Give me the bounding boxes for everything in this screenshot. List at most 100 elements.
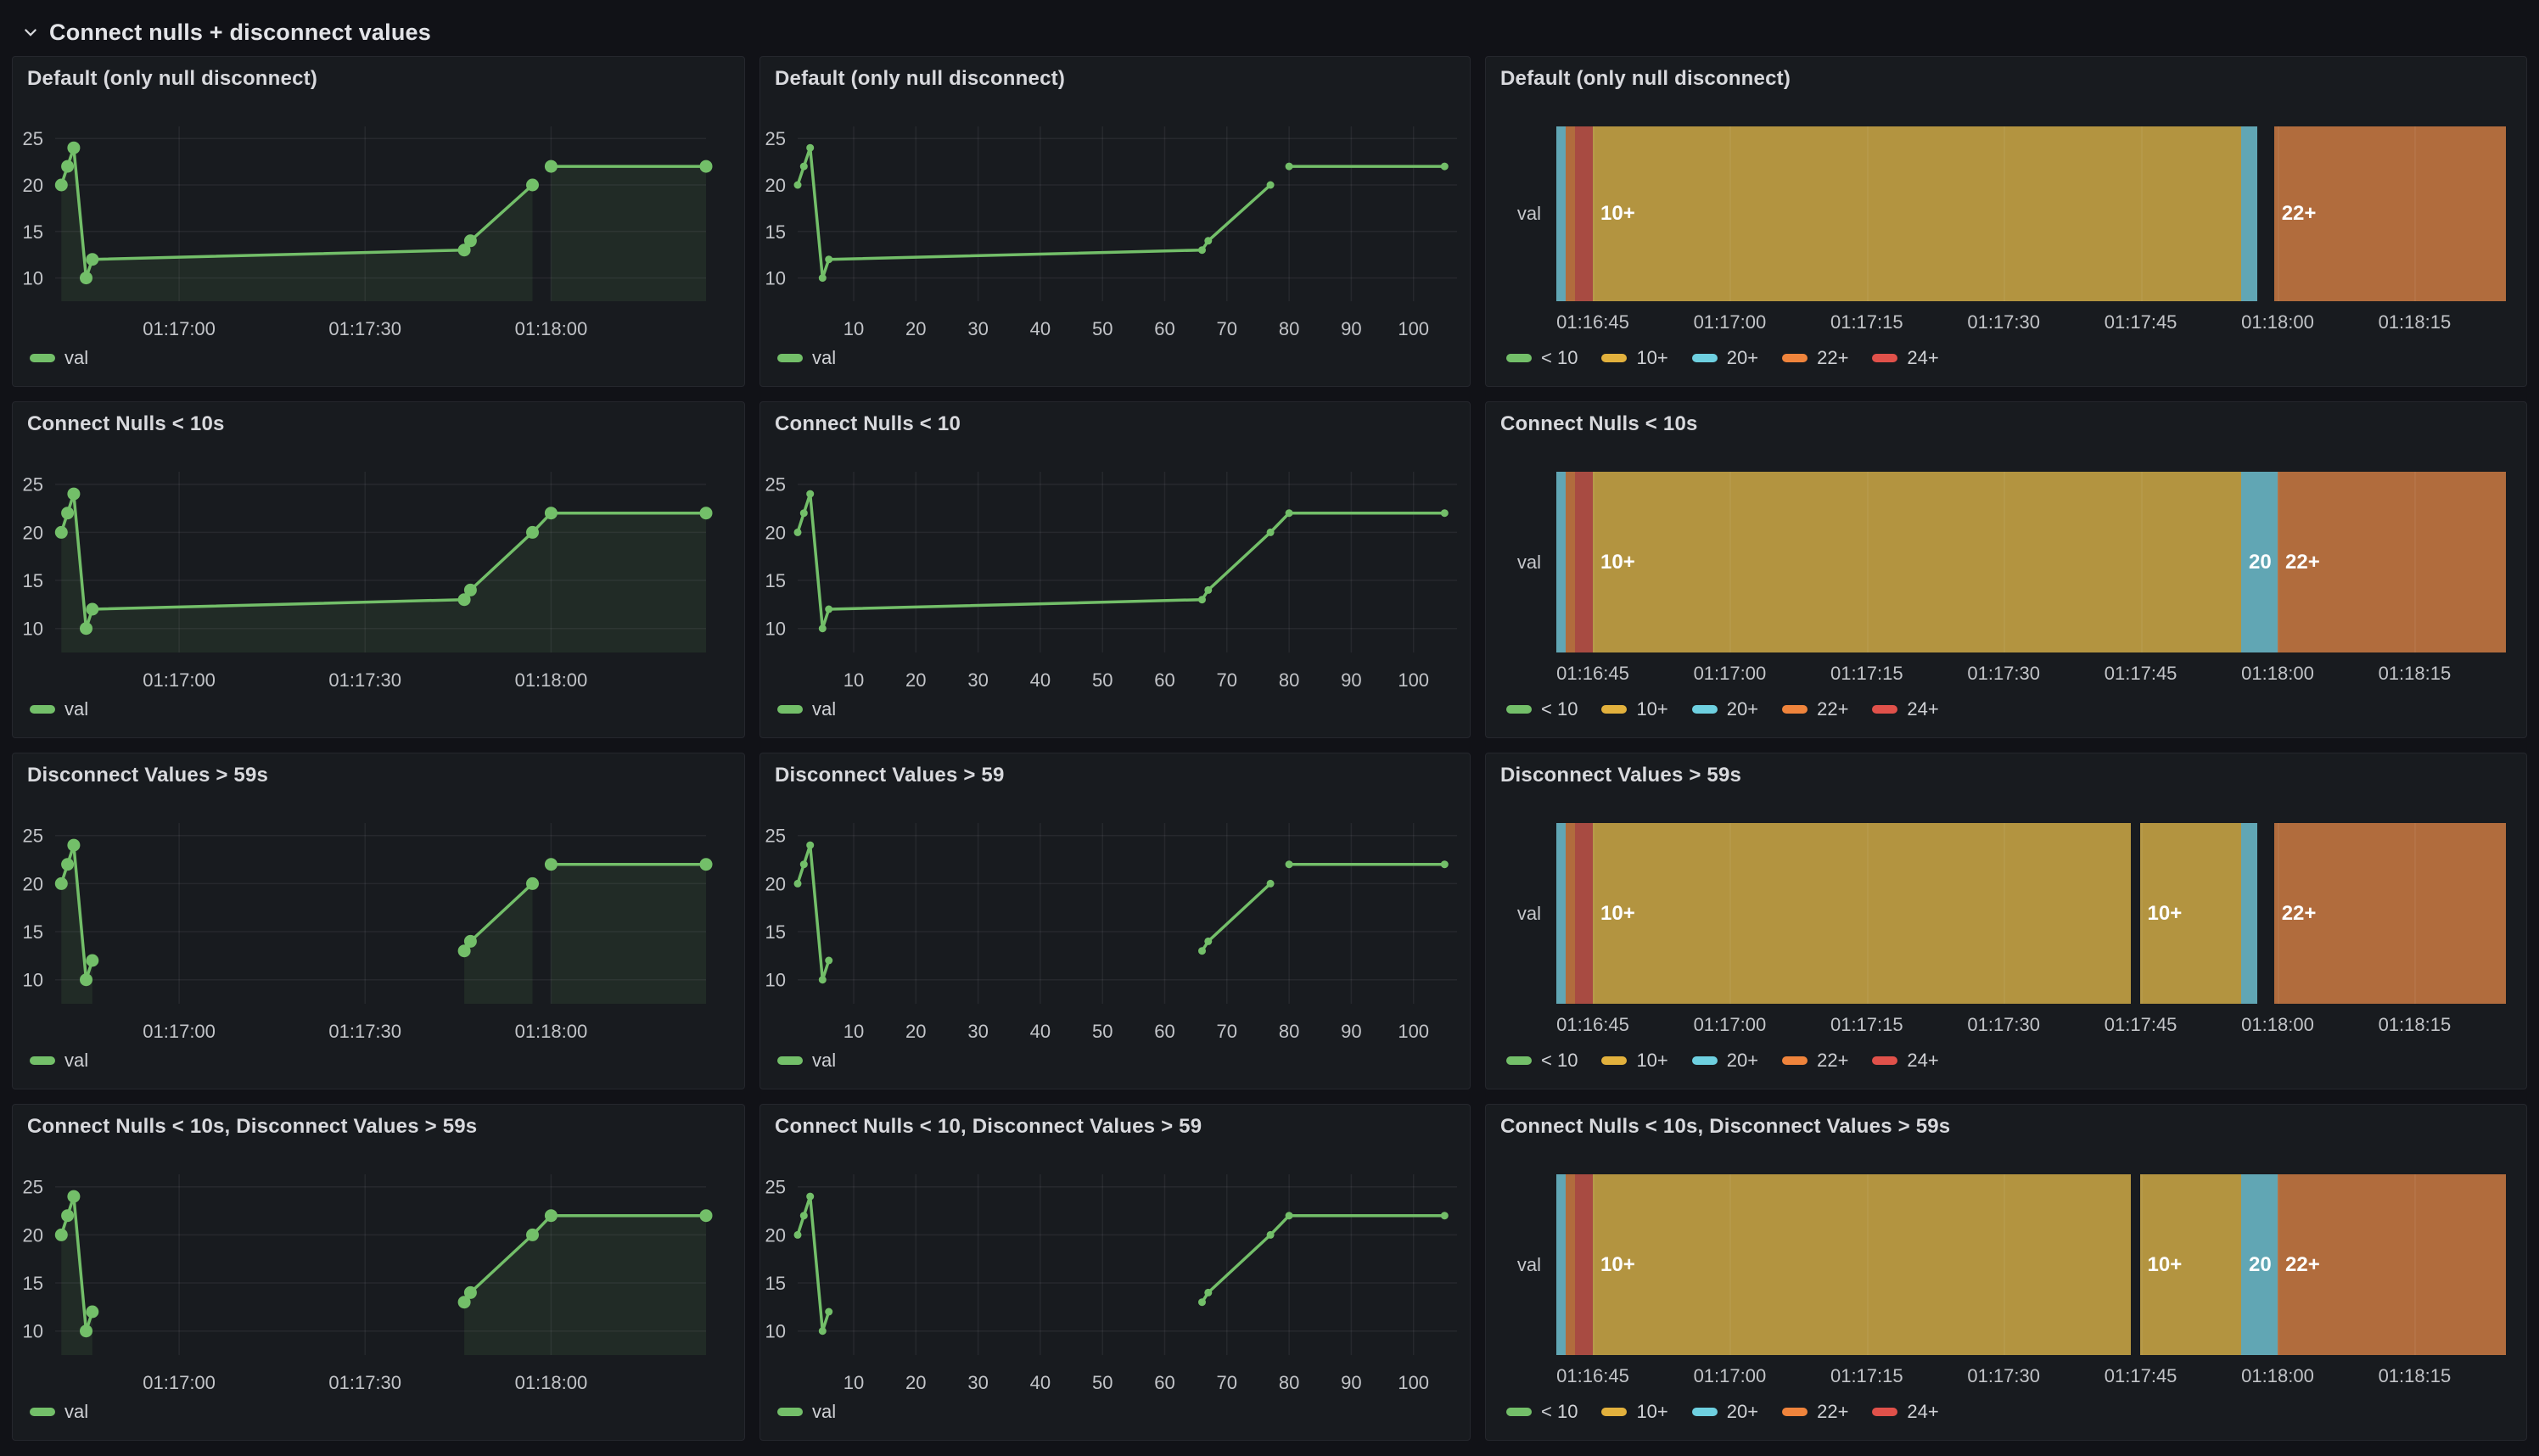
panel-title[interactable]: Disconnect Values > 59s [1500,764,1742,787]
legend-item-22-[interactable]: 22+ [1782,347,1848,369]
legend-label: < 10 [1541,347,1578,368]
legend-item--10[interactable]: < 10 [1506,1401,1578,1423]
panel-title[interactable]: Connect Nulls < 10 [775,412,961,435]
legend-item-22-[interactable]: 22+ [1782,1401,1848,1423]
panel-title[interactable]: Disconnect Values > 59s [27,764,269,787]
svg-text:25: 25 [765,826,786,847]
panel-legend: < 10 10+ 20+ 22+ 24+ [1506,698,1963,720]
legend-item-10-[interactable]: 10+ [1601,1401,1668,1423]
timeline-segment-cyan[interactable] [1556,472,1566,652]
panel-title[interactable]: Connect Nulls < 10s [27,412,225,435]
legend-item-20-[interactable]: 20+ [1691,1050,1758,1072]
timeline-segment-yellow[interactable] [2139,1174,2241,1355]
legend-swatch [30,1056,55,1065]
timeseries-chart[interactable]: 10 15 20 25 01:17:00 01:17:30 01:18:00 [13,57,744,386]
legend-item-val[interactable]: val [30,698,88,720]
panel-title[interactable]: Connect Nulls < 10s, Disconnect Values >… [1500,1115,1951,1138]
timeseries-chart[interactable]: 10 15 20 25 10 20 30 40 50 60 70 80 90 100 [760,57,1470,386]
svg-text:01:17:30: 01:17:30 [328,669,401,691]
timeseries-chart[interactable]: 10 15 20 25 01:17:00 01:17:30 01:18:00 [13,402,744,737]
timeline-segment-orange[interactable] [2278,1174,2506,1355]
timeline-gridline [2278,1174,2279,1355]
timeseries-chart[interactable]: 10 15 20 25 01:17:00 01:17:30 01:18:00 [13,1105,744,1440]
timeseries-chart[interactable]: 10 15 20 25 10 20 30 40 50 60 70 80 90 100 [760,1105,1470,1440]
svg-text:01:17:30: 01:17:30 [328,1021,401,1042]
svg-text:20: 20 [23,175,43,196]
legend-item-val[interactable]: val [30,1401,88,1423]
dashboard-row-header[interactable]: Connect nulls + disconnect values [0,0,2539,56]
timeline-segment-red[interactable] [1574,126,1593,301]
svg-text:25: 25 [23,826,43,847]
timeline-segment-cyan[interactable] [2241,126,2258,301]
svg-text:80: 80 [1279,1021,1299,1042]
legend-item-10-[interactable]: 10+ [1601,698,1668,720]
legend-item-val[interactable]: val [777,698,836,720]
svg-text:60: 60 [1154,669,1174,691]
timeline-row-label: val [1516,203,1541,224]
legend-item--10[interactable]: < 10 [1506,347,1578,369]
timeline-segment-yellow[interactable] [1593,126,2241,301]
timeline-segment-orange[interactable] [2273,126,2506,301]
timeline-segment-yellow[interactable] [2139,823,2241,1004]
timeline-segment-red[interactable] [1574,1174,1593,1355]
legend-item-val[interactable]: val [30,1050,88,1072]
timeline-segment-orange[interactable] [1565,472,1575,652]
legend-item-20-[interactable]: 20+ [1691,1401,1758,1423]
state-timeline[interactable]: val 10+ 20 22+ 01:16:45 01:17:00 01:17:15 01:17… [1486,402,2526,737]
legend-item-val[interactable]: val [777,347,836,369]
legend-item-10-[interactable]: 10+ [1601,347,1668,369]
timeline-segment-red[interactable] [1574,472,1593,652]
legend-item-val[interactable]: val [777,1050,836,1072]
timeline-segment-yellow[interactable] [1593,472,2241,652]
timeline-segment-cyan[interactable] [1556,1174,1566,1355]
timeseries-chart[interactable]: 10 15 20 25 01:17:00 01:17:30 01:18:00 [13,753,744,1089]
legend-item-24-[interactable]: 24+ [1872,698,1939,720]
state-timeline[interactable]: val 10+ 22+ 01:16:45 01:17:00 01:17:15 01:17:3… [1486,57,2526,386]
timeline-segment-orange[interactable] [2278,472,2506,652]
timeline-segment-red[interactable] [1574,823,1593,1004]
legend-item-val[interactable]: val [777,1401,836,1423]
panel-title[interactable]: Connect Nulls < 10, Disconnect Values > … [775,1115,1202,1138]
timeline-gridline [2140,472,2143,652]
timeline-segment-orange[interactable] [1565,823,1575,1004]
panel-disconnect-time: Disconnect Values > 59s 10 15 20 25 01:17:00 0… [12,753,745,1089]
timeseries-chart[interactable]: 10 15 20 25 10 20 30 40 50 60 70 80 90 100 [760,753,1470,1089]
panel-title[interactable]: Connect Nulls < 10s [1500,412,1698,435]
timeline-segment-cyan[interactable] [2241,1174,2278,1355]
panel-title[interactable]: Connect Nulls < 10s, Disconnect Values >… [27,1115,478,1138]
legend-item-22-[interactable]: 22+ [1782,1050,1848,1072]
timeline-value-label: 10+ [1600,550,1635,574]
legend-item-22-[interactable]: 22+ [1782,698,1848,720]
timeline-segment-orange[interactable] [2273,823,2506,1004]
legend-item-24-[interactable]: 24+ [1872,347,1939,369]
legend-item-20-[interactable]: 20+ [1691,698,1758,720]
panel-title[interactable]: Default (only null disconnect) [1500,67,1791,90]
legend-item-24-[interactable]: 24+ [1872,1050,1939,1072]
timeline-tick-label: 01:18:15 [2378,663,2452,684]
legend-item--10[interactable]: < 10 [1506,1050,1578,1072]
timeline-segment-orange[interactable] [1565,1174,1575,1355]
timeseries-chart[interactable]: 10 15 20 25 10 20 30 40 50 60 70 80 90 100 [760,402,1470,737]
panel-title[interactable]: Default (only null disconnect) [775,67,1066,90]
timeline-segment-cyan[interactable] [2241,823,2258,1004]
legend-label: val [64,1050,89,1071]
state-timeline[interactable]: val 10+ 10+ 20 22+ 01:16:45 01:17:00 01:17:15 01… [1486,1105,2526,1440]
timeline-segment-yellow[interactable] [1593,1174,2131,1355]
legend-item-24-[interactable]: 24+ [1872,1401,1939,1423]
timeline-segment-cyan[interactable] [1556,126,1566,301]
legend-item-val[interactable]: val [30,347,88,369]
timeline-segment-orange[interactable] [1565,126,1575,301]
legend-label: val [64,347,89,368]
timeline-segment-yellow[interactable] [1593,823,2131,1004]
legend-item--10[interactable]: < 10 [1506,698,1578,720]
legend-swatch [777,1408,803,1416]
svg-text:70: 70 [1217,1372,1237,1393]
state-timeline[interactable]: val 10+ 10+ 22+ 01:16:45 01:17:00 01:17:15 01:1… [1486,753,2526,1089]
panel-title[interactable]: Disconnect Values > 59 [775,764,1005,787]
legend-item-10-[interactable]: 10+ [1601,1050,1668,1072]
legend-item-20-[interactable]: 20+ [1691,347,1758,369]
timeline-segment-cyan[interactable] [2241,472,2278,652]
panel-title[interactable]: Default (only null disconnect) [27,67,318,90]
timeline-segment-cyan[interactable] [1556,823,1566,1004]
svg-text:20: 20 [765,1224,786,1246]
